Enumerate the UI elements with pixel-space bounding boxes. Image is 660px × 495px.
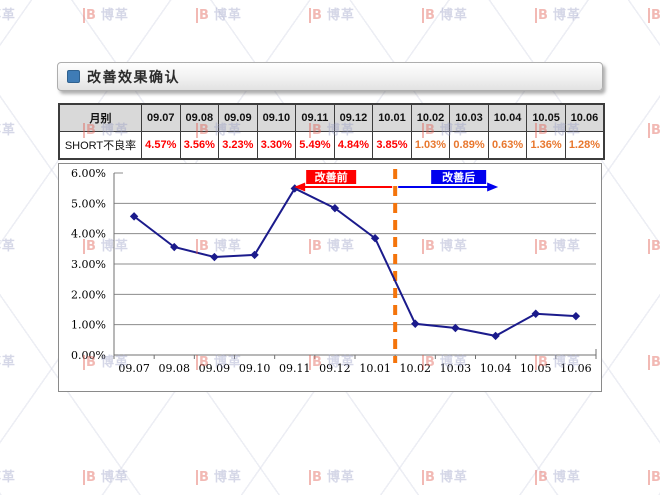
month-header-cell: 10.02 (410, 103, 451, 132)
x-axis-label: 10.06 (560, 362, 592, 375)
data-point-marker (250, 250, 259, 260)
value-cell: 0.63% (487, 131, 528, 160)
x-axis-label: 10.05 (520, 362, 552, 375)
after-label: 改善后 (442, 170, 475, 184)
month-header-cell: 10.06 (564, 103, 605, 132)
y-axis-label: 2.00% (71, 288, 106, 301)
y-axis-label: 6.00% (71, 167, 106, 180)
month-header-cell: 09.07 (141, 103, 181, 132)
data-point-marker (451, 323, 460, 333)
month-header-cell: 09.10 (256, 103, 297, 132)
data-point-marker (290, 184, 299, 193)
section-title-bar: 改善效果确认 (57, 62, 603, 91)
month-header-cell: 10.03 (449, 103, 489, 132)
x-axis-label: 09.10 (239, 362, 270, 375)
value-cell: 4.57% (141, 131, 181, 160)
value-cell: 1.28% (564, 131, 605, 160)
data-point-marker (411, 319, 420, 328)
row-label-cell: SHORT不良率 (58, 131, 142, 160)
x-axis-label: 10.02 (400, 362, 432, 375)
data-point-marker (370, 234, 380, 243)
data-point-marker (210, 252, 219, 262)
value-cell: 3.85% (372, 131, 412, 160)
chart-svg: 0.00% 1.00% 2.00% 3.00% 4.00% 5.00% 6.00% 09.07… (71, 167, 597, 375)
data-point-marker (571, 311, 581, 321)
x-axis-label: 10.03 (440, 362, 472, 375)
month-header-cell: 10.01 (372, 103, 412, 132)
before-arrow-head (294, 182, 306, 192)
x-axis-label: 10.04 (480, 362, 512, 375)
y-axis-label: 4.00% (71, 228, 106, 241)
defect-rate-table-body: 月别 09.07 09.08 09.09 09.10 09.11 09.12 10.01 10.… (58, 103, 605, 160)
data-point-marker (330, 203, 340, 213)
data-point-marker (491, 331, 500, 341)
month-header-cell: 09.09 (218, 103, 258, 132)
after-arrow-head (487, 182, 499, 192)
series-line (133, 187, 576, 337)
y-axis-label: 5.00% (71, 197, 106, 210)
month-header-cell: 09.11 (295, 103, 335, 132)
before-label-box (306, 170, 357, 184)
y-axis-label: 1.00% (71, 319, 106, 332)
value-cell: 5.49% (295, 131, 335, 160)
x-axis-label: 09.09 (199, 362, 231, 375)
table-header-row: 月别 09.07 09.08 09.09 09.10 09.11 09.12 10.01 10.… (58, 103, 605, 132)
month-header-cell: 09.08 (179, 103, 220, 132)
value-cell: 3.23% (218, 131, 258, 160)
y-axis-label: 0.00% (71, 349, 106, 362)
value-cell: 1.03% (410, 131, 451, 160)
value-cell: 0.89% (449, 131, 489, 160)
month-header-cell: 09.12 (333, 103, 374, 132)
x-axis-label: 09.07 (118, 362, 150, 375)
page-title: 改善效果确认 (87, 68, 180, 85)
x-axis-label: 09.12 (319, 362, 351, 375)
after-label-box (431, 170, 487, 184)
value-cell: 3.30% (256, 131, 297, 160)
x-axis-label: 09.11 (279, 362, 311, 375)
month-header-cell: 10.05 (526, 103, 566, 132)
title-bullet-icon (67, 70, 80, 83)
x-axis-label: 10.01 (359, 362, 391, 375)
data-point-marker (531, 309, 540, 318)
x-axis-label: 09.08 (159, 362, 191, 375)
before-label: 改善前 (315, 170, 348, 184)
value-cell: 4.84% (333, 131, 374, 160)
defect-rate-table: 月别 09.07 09.08 09.09 09.10 09.11 09.12 10.01 10.… (58, 103, 605, 160)
value-cell: 3.56% (179, 131, 220, 160)
table-value-row: SHORT不良率 4.57% 3.56% 3.23% 3.30% 5.49% 4.84% 3.… (58, 131, 605, 160)
month-header-cell: 10.04 (487, 103, 528, 132)
y-axis-label: 3.00% (71, 258, 106, 271)
value-cell: 1.36% (526, 131, 566, 160)
data-point-marker (170, 242, 179, 252)
trend-chart: 0.00% 1.00% 2.00% 3.00% 4.00% 5.00% 6.00% 09.07… (58, 163, 602, 392)
month-column-header: 月别 (58, 103, 142, 132)
data-point-marker (129, 212, 139, 221)
